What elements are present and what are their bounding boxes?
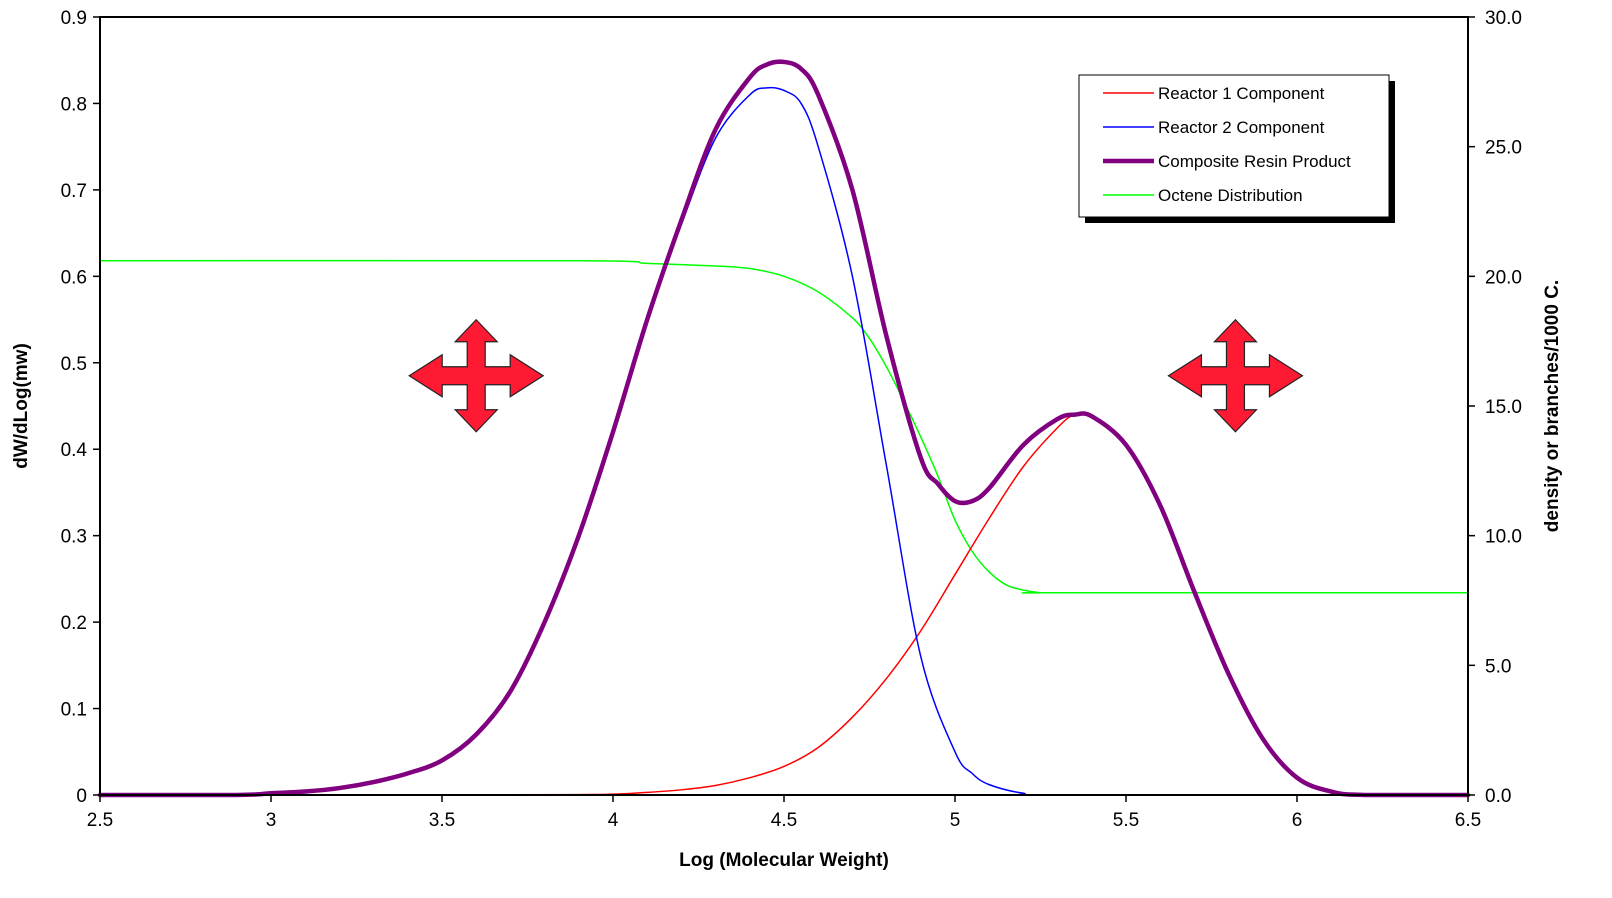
y-tick-label: 0.5 (61, 354, 87, 375)
y2-tick-label: 30.0 (1485, 8, 1522, 29)
x-tick-label: 3 (266, 810, 277, 831)
legend-entry-label: Composite Resin Product (1158, 152, 1351, 171)
x-tick-label: 6 (1292, 810, 1303, 831)
y-tick-label: 0.3 (61, 527, 87, 548)
y2-tick-label: 10.0 (1485, 527, 1522, 548)
y2-tick-label: 5.0 (1485, 656, 1511, 677)
y-axis-left-title: dW/dLog(mw) (11, 343, 32, 469)
y-axis-left: 0 0.1 0.2 0.3 0.4 0.5 0.6 0.7 0.8 0.9 (61, 8, 100, 807)
y-axis-right: 0.0 5.0 10.0 15.0 20.0 25.0 30.0 (1468, 8, 1522, 807)
y-tick-label: 0.4 (61, 440, 88, 461)
legend-box (1078, 74, 1390, 218)
move-arrows-icon (408, 318, 545, 433)
series-line-composite-resin-product (97, 59, 1471, 798)
x-tick-label: 2.5 (87, 810, 113, 831)
y-tick-label: 0.1 (61, 700, 87, 721)
move-arrows-icon (1167, 318, 1304, 433)
y-axis-right-title: density or branches/1000 C. (1542, 280, 1563, 532)
x-tick-label: 4.5 (771, 810, 797, 831)
y-tick-label: 0.2 (61, 613, 87, 634)
legend-entry-label: Octene Distribution (1158, 186, 1303, 205)
y-tick-label: 0.8 (61, 94, 87, 115)
legend-entry-label: Reactor 2 Component (1158, 118, 1325, 137)
legend-items: Reactor 1 Component Reactor 2 Component Co… (1103, 84, 1351, 205)
annotation-layer (408, 318, 1304, 433)
series-layer (97, 59, 1471, 798)
y2-tick-label: 15.0 (1485, 397, 1522, 418)
x-axis: 2.5 3 3.5 4 4.5 5 5.5 6 6.5 (87, 795, 1481, 831)
x-tick-label: 5.5 (1113, 810, 1139, 831)
x-tick-label: 3.5 (429, 810, 455, 831)
y-tick-label: 0.9 (61, 8, 87, 29)
y-tick-label: 0.6 (61, 267, 87, 288)
legend: Reactor 1 Component Reactor 2 Component Co… (1078, 74, 1395, 223)
y2-tick-label: 25.0 (1485, 138, 1522, 159)
x-tick-label: 6.5 (1455, 810, 1481, 831)
y2-tick-label: 0.0 (1485, 786, 1511, 807)
legend-entry-label: Reactor 1 Component (1158, 84, 1325, 103)
x-tick-label: 4 (608, 810, 619, 831)
y-tick-label: 0 (76, 786, 87, 807)
y2-tick-label: 20.0 (1485, 267, 1522, 288)
x-axis-title: Log (Molecular Weight) (679, 850, 889, 871)
y-tick-label: 0.7 (61, 181, 87, 202)
x-tick-label: 5 (950, 810, 961, 831)
